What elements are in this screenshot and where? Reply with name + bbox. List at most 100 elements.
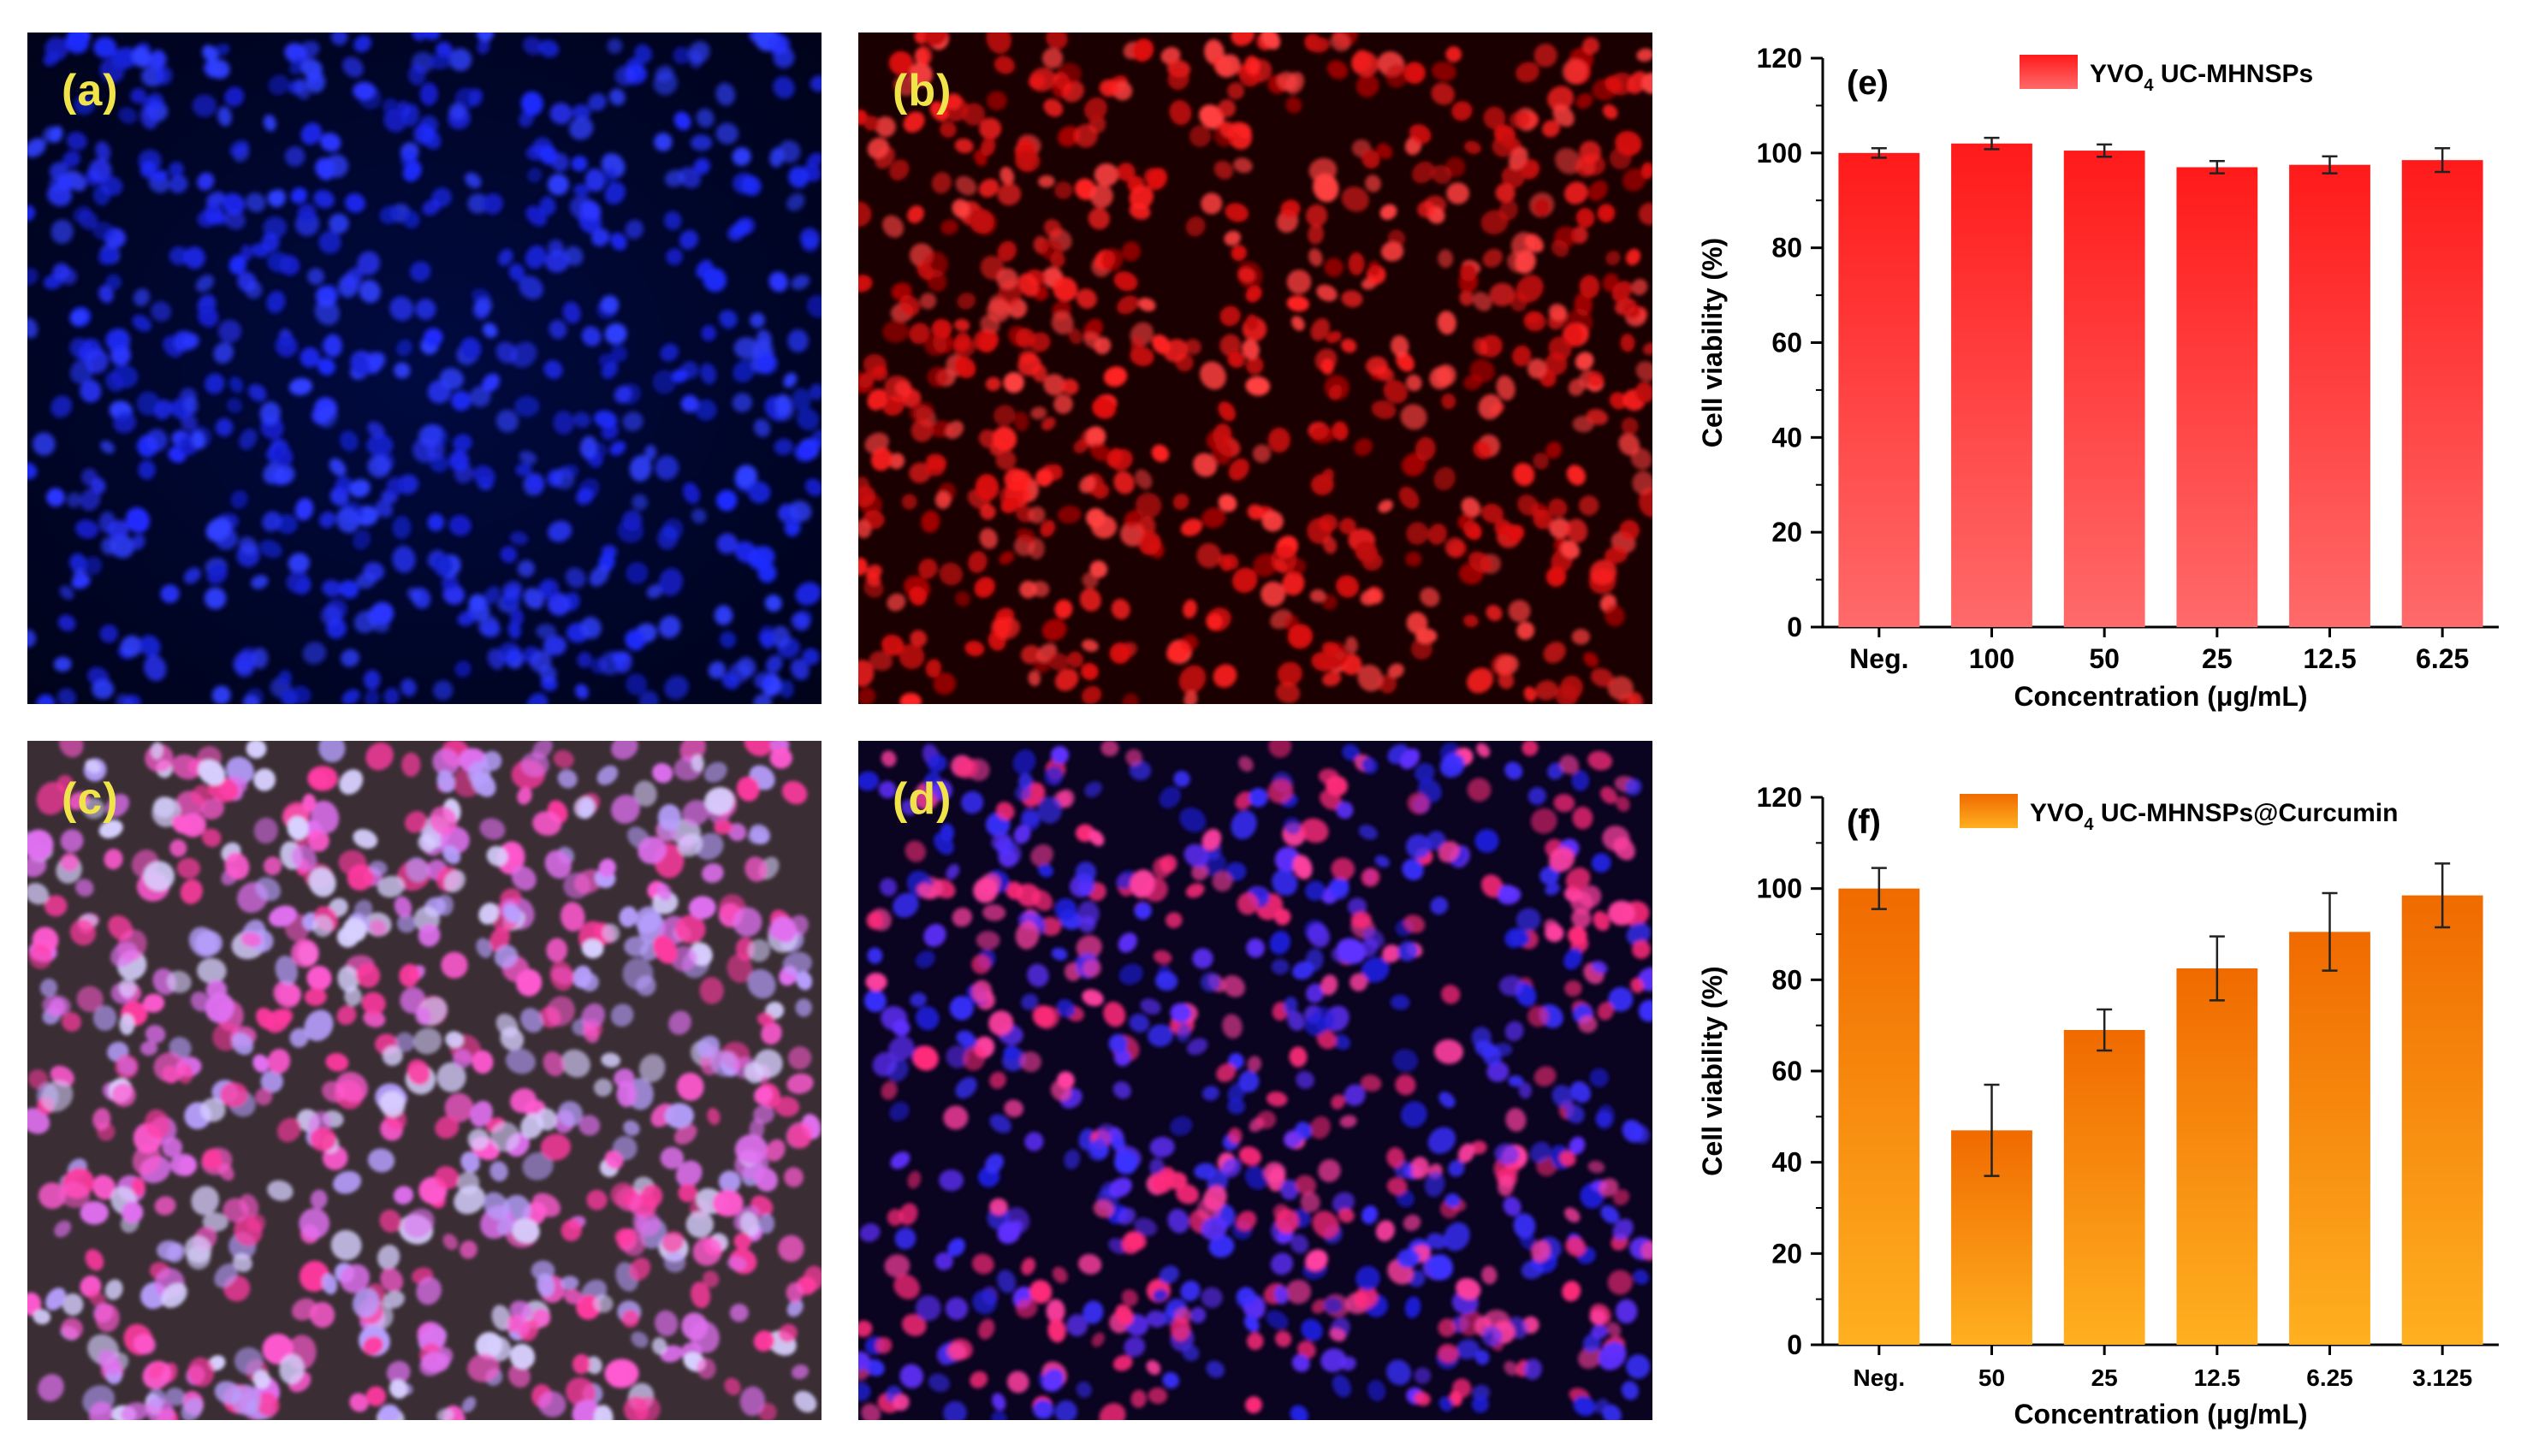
cell-blob bbox=[1552, 104, 1575, 127]
cell-blob bbox=[118, 107, 138, 124]
cell-blob bbox=[940, 121, 957, 139]
cell-blob bbox=[1189, 1306, 1207, 1323]
cell-blob bbox=[1480, 503, 1504, 524]
cell-blob bbox=[989, 1071, 1006, 1089]
cell-blob bbox=[994, 617, 1021, 640]
cell-blob bbox=[536, 624, 557, 640]
cell-blob bbox=[105, 794, 130, 818]
cell-blob bbox=[1414, 1367, 1432, 1384]
cell-blob bbox=[259, 401, 282, 425]
cell-blob bbox=[418, 923, 441, 947]
cell-blob bbox=[39, 1182, 67, 1210]
cell-blob bbox=[899, 692, 922, 704]
cell-blob bbox=[1081, 685, 1102, 704]
cell-blob bbox=[691, 508, 707, 524]
cell-blob bbox=[933, 672, 957, 695]
cell-blob bbox=[1244, 1165, 1268, 1190]
cell-blob bbox=[1400, 404, 1427, 430]
cell-blob bbox=[1099, 79, 1118, 98]
cell-blob bbox=[132, 1144, 162, 1175]
cell-blob bbox=[234, 1215, 263, 1246]
cell-blob bbox=[1562, 58, 1587, 85]
cell-blob bbox=[252, 1370, 270, 1389]
cell-blob bbox=[659, 567, 683, 596]
cell-blob bbox=[181, 1397, 204, 1420]
cell-blob bbox=[733, 172, 756, 194]
cell-blob bbox=[1431, 164, 1452, 185]
cell-blob bbox=[148, 52, 167, 69]
cell-blob bbox=[1433, 466, 1456, 491]
cell-blob bbox=[867, 388, 887, 411]
cell-blob bbox=[1341, 338, 1357, 353]
cell-blob bbox=[729, 1303, 749, 1323]
cell-blob bbox=[863, 353, 887, 376]
cell-blob bbox=[329, 458, 347, 476]
cell-blob bbox=[1046, 1299, 1065, 1323]
cell-blob bbox=[1227, 352, 1246, 369]
cell-blob bbox=[188, 926, 218, 957]
cell-blob bbox=[412, 33, 428, 41]
cell-blob bbox=[1551, 1085, 1575, 1109]
cell-blob bbox=[1028, 506, 1046, 524]
cell-blob bbox=[1559, 755, 1580, 775]
cell-blob bbox=[255, 877, 282, 902]
cell-blob bbox=[909, 462, 932, 483]
cell-blob bbox=[1052, 1266, 1068, 1283]
cell-blob bbox=[40, 1080, 74, 1112]
cell-blob bbox=[753, 694, 773, 704]
cell-blob bbox=[806, 152, 822, 169]
cell-blob bbox=[635, 1211, 661, 1237]
cell-blob bbox=[1451, 1378, 1472, 1399]
cell-blob bbox=[1467, 778, 1492, 802]
cell-blob bbox=[133, 1334, 156, 1355]
cell-blob bbox=[1015, 1299, 1038, 1318]
cell-blob bbox=[1501, 165, 1525, 188]
cell-blob bbox=[145, 429, 169, 452]
cell-blob bbox=[783, 372, 798, 388]
cell-blob bbox=[233, 650, 256, 674]
cell-blob bbox=[508, 263, 525, 281]
cell-blob bbox=[1233, 157, 1253, 174]
cell-blob bbox=[1082, 989, 1104, 1007]
cell-blob bbox=[406, 587, 422, 602]
cell-blob bbox=[392, 545, 416, 573]
cell-blob bbox=[889, 159, 910, 181]
cell-blob bbox=[1583, 652, 1599, 667]
cell-blob bbox=[1326, 330, 1342, 344]
cell-blob bbox=[927, 754, 947, 772]
cell-blob bbox=[1024, 1132, 1044, 1151]
cell-blob bbox=[1548, 336, 1572, 361]
cell-blob bbox=[1616, 1299, 1638, 1324]
cell-blob bbox=[1284, 817, 1302, 835]
cell-blob bbox=[750, 312, 766, 328]
cell-blob bbox=[1383, 379, 1409, 404]
cell-blob bbox=[1378, 500, 1393, 513]
cell-blob bbox=[1564, 980, 1582, 997]
cell-blob bbox=[1199, 104, 1225, 129]
y-tick-label: 120 bbox=[1757, 43, 1802, 74]
cell-blob bbox=[616, 1080, 637, 1108]
cell-blob bbox=[1575, 207, 1595, 228]
cell-blob bbox=[1077, 1253, 1102, 1275]
cell-blob bbox=[1391, 334, 1409, 358]
cell-blob bbox=[875, 116, 896, 138]
cell-blob bbox=[940, 219, 959, 235]
micrograph-c: (c) bbox=[27, 741, 822, 1420]
cell-blob bbox=[318, 511, 336, 529]
cell-blob bbox=[322, 579, 342, 597]
cell-blob bbox=[1091, 515, 1118, 539]
cell-blob bbox=[1616, 796, 1630, 812]
cell-blob bbox=[1038, 863, 1053, 878]
cell-blob bbox=[565, 567, 586, 589]
y-tick-label: 100 bbox=[1757, 873, 1802, 904]
cell-blob bbox=[992, 426, 1017, 452]
cell-blob bbox=[1446, 182, 1469, 204]
cell-blob bbox=[287, 815, 309, 841]
cell-blob bbox=[974, 150, 988, 167]
cell-blob bbox=[1178, 665, 1207, 694]
cell-blob bbox=[1531, 1240, 1551, 1263]
cell-blob bbox=[1513, 1213, 1536, 1239]
cell-blob bbox=[1517, 494, 1539, 516]
cell-blob bbox=[482, 373, 501, 393]
cell-blob bbox=[934, 490, 952, 509]
